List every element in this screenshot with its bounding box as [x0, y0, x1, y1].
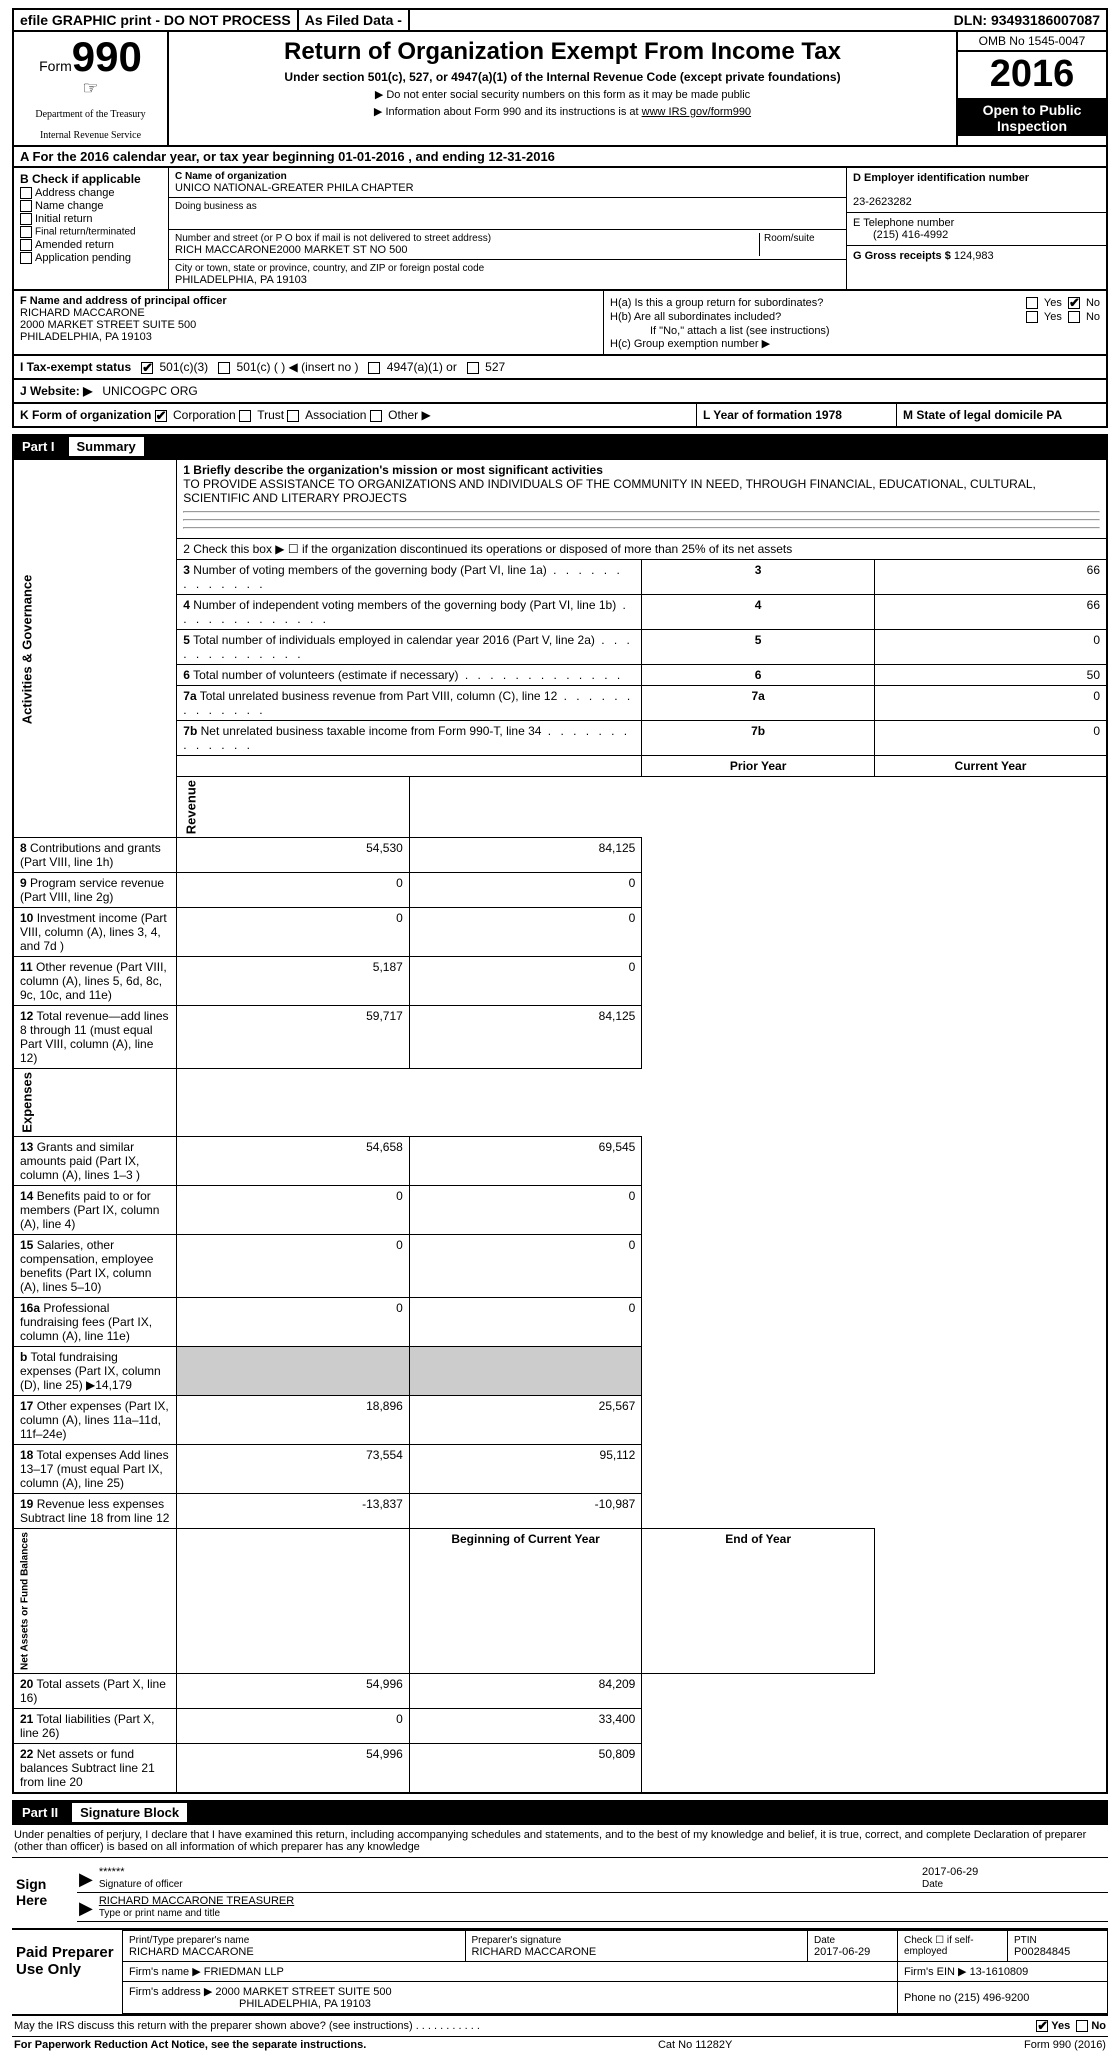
col-d: D Employer identification number23-26232… — [846, 168, 1106, 289]
chk-other[interactable] — [370, 410, 382, 422]
chk-final[interactable] — [20, 226, 32, 238]
chk-trust[interactable] — [239, 410, 251, 422]
dept1: Department of the Treasury — [20, 109, 161, 120]
chk-501c3[interactable] — [141, 362, 153, 374]
side-net: Net Assets or Fund Balances — [13, 1529, 177, 1674]
form-label: Form990 — [20, 36, 161, 78]
part1-header: Part I Summary — [12, 434, 1108, 459]
dept2: Internal Revenue Service — [20, 130, 161, 141]
col-c: C Name of organizationUNICO NATIONAL-GRE… — [169, 168, 846, 289]
tax-year: 2016 — [958, 52, 1106, 100]
discuss-yes[interactable] — [1036, 2020, 1048, 2032]
row-a: A For the 2016 calendar year, or tax yea… — [12, 147, 1108, 168]
page-title: Return of Organization Exempt From Incom… — [179, 38, 946, 66]
irs-discuss: May the IRS discuss this return with the… — [12, 2016, 1108, 2036]
section-fh: F Name and address of principal officer … — [12, 291, 1108, 356]
ha-no[interactable] — [1068, 297, 1080, 309]
asfiled-label: As Filed Data - — [299, 10, 410, 30]
side-exp: Expenses — [13, 1069, 177, 1137]
col-b: B Check if applicable Address change Nam… — [14, 168, 169, 289]
chk-corp[interactable] — [155, 410, 167, 422]
summary-table: Activities & Governance 1 Briefly descri… — [12, 459, 1108, 1794]
row-i: I Tax-exempt status 501(c)(3) 501(c) ( )… — [12, 356, 1108, 380]
arrow2: ▶ Information about Form 990 and its ins… — [179, 105, 946, 118]
footer: For Paperwork Reduction Act Notice, see … — [12, 2036, 1108, 2053]
chk-assoc[interactable] — [287, 410, 299, 422]
hb-yes[interactable] — [1026, 311, 1038, 323]
part2-header: Part II Signature Block — [12, 1800, 1108, 1825]
chk-initial[interactable] — [20, 213, 32, 225]
paid-preparer: Paid Preparer Use Only Print/Type prepar… — [12, 1930, 1108, 2016]
irs-link[interactable]: www IRS gov/form990 — [642, 106, 751, 118]
ha-yes[interactable] — [1026, 297, 1038, 309]
section-bc: B Check if applicable Address change Nam… — [12, 168, 1108, 291]
subtitle: Under section 501(c), 527, or 4947(a)(1)… — [179, 70, 946, 84]
chk-name[interactable] — [20, 200, 32, 212]
chk-address[interactable] — [20, 187, 32, 199]
arrow1: ▶ Do not enter social security numbers o… — [179, 88, 946, 101]
side-ag: Activities & Governance — [13, 460, 177, 838]
dln: DLN: 93493186007087 — [948, 10, 1106, 30]
row-k: K Form of organization Corporation Trust… — [12, 404, 1108, 428]
chk-4947[interactable] — [368, 362, 380, 374]
chk-501c[interactable] — [218, 362, 230, 374]
discuss-no[interactable] — [1076, 2020, 1088, 2032]
hb-no[interactable] — [1068, 311, 1080, 323]
efile-label: efile GRAPHIC print - DO NOT PROCESS — [14, 10, 299, 30]
chk-amended[interactable] — [20, 239, 32, 251]
header: Form990 ☞ Department of the Treasury Int… — [12, 32, 1108, 147]
omb: OMB No 1545-0047 — [958, 32, 1106, 52]
sig-declare: Under penalties of perjury, I declare th… — [12, 1825, 1108, 1858]
chk-pending[interactable] — [20, 252, 32, 264]
chk-527[interactable] — [467, 362, 479, 374]
sign-here-block: Sign Here ▶ ******Signature of officer 2… — [12, 1858, 1108, 1930]
open-inspection: Open to Public Inspection — [958, 100, 1106, 136]
row-j: J Website: ▶ UNICOGPC ORG — [12, 380, 1108, 404]
topbar: efile GRAPHIC print - DO NOT PROCESS As … — [12, 8, 1108, 32]
side-rev: Revenue — [177, 777, 410, 838]
